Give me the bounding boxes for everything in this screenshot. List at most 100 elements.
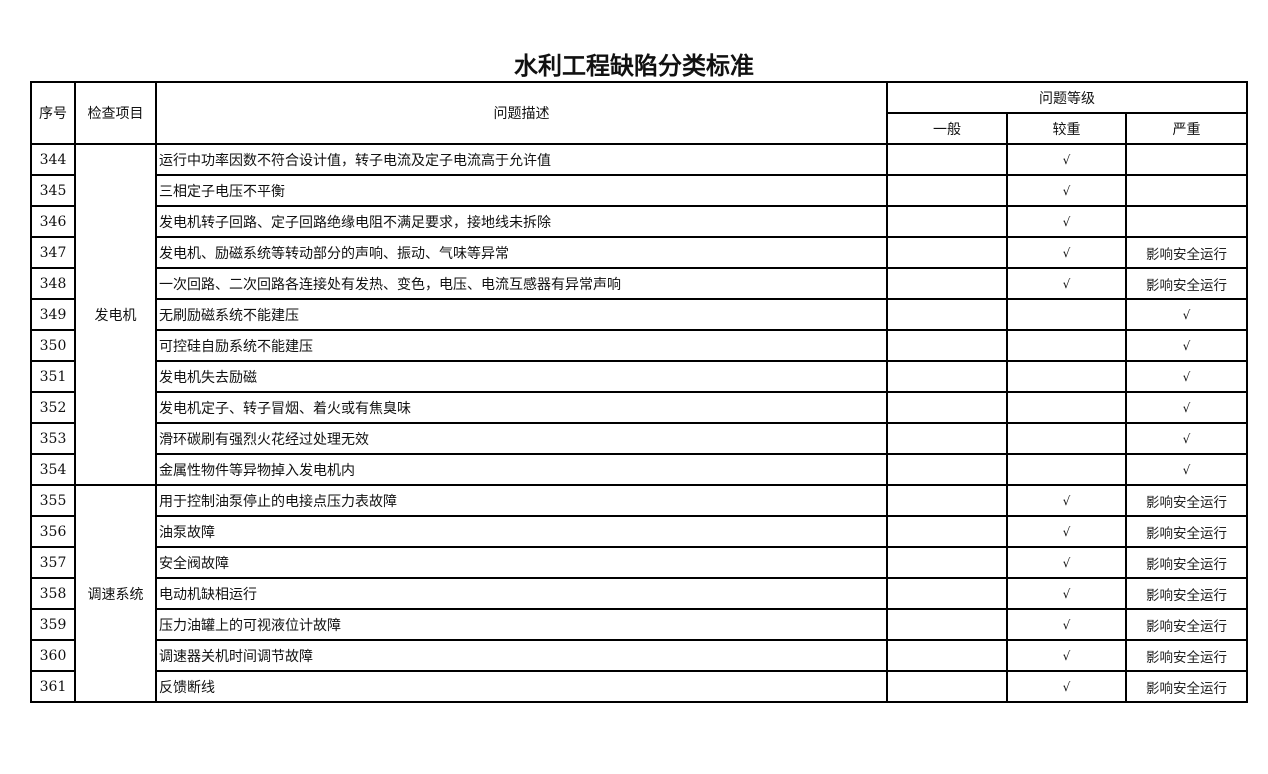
serious-level-cell: √ — [1124, 453, 1249, 486]
table-row: 355 调速系统 用于控制油泵停止的电接点压力表故障 √ 影响安全运行 — [30, 484, 1249, 703]
general-level-cell — [886, 577, 1008, 610]
general-level-cell — [886, 143, 1008, 176]
moderate-level-cell: √ — [1006, 236, 1127, 269]
header-serious: 严重 — [1124, 112, 1249, 145]
general-level-cell — [886, 236, 1008, 269]
serious-level-cell: √ — [1124, 422, 1249, 455]
description-cell: 反馈断线 — [155, 670, 888, 703]
moderate-level-cell: √ — [1006, 639, 1127, 672]
seq-cell: 354 — [30, 453, 76, 486]
moderate-level-cell: √ — [1006, 546, 1127, 579]
table-row: 346 发电机转子回路、定子回路绝缘电阻不满足要求，接地线未拆除 √ — [30, 205, 1249, 238]
description-cell: 可控硅自励系统不能建压 — [155, 329, 888, 362]
seq-cell: 353 — [30, 422, 76, 455]
serious-level-cell: 影响安全运行 — [1124, 267, 1249, 300]
moderate-level-cell: √ — [1006, 577, 1127, 610]
seq-cell: 355 — [30, 484, 76, 517]
header-row: 序号 检查项目 问题描述 问题等级 — [30, 81, 1249, 145]
serious-level-cell — [1124, 174, 1249, 207]
serious-level-cell — [1124, 143, 1249, 176]
serious-level-cell — [1124, 205, 1249, 238]
seq-cell: 350 — [30, 329, 76, 362]
table-row: 361 反馈断线 √ 影响安全运行 — [30, 670, 1249, 703]
moderate-level-cell — [1006, 360, 1127, 393]
serious-level-cell: 影响安全运行 — [1124, 608, 1249, 641]
table-row: 360 调速器关机时间调节故障 √ 影响安全运行 — [30, 639, 1249, 672]
seq-cell: 348 — [30, 267, 76, 300]
serious-level-cell: √ — [1124, 391, 1249, 424]
table-row: 357 安全阀故障 √ 影响安全运行 — [30, 546, 1249, 579]
general-level-cell — [886, 267, 1008, 300]
seq-cell: 358 — [30, 577, 76, 610]
general-level-cell — [886, 422, 1008, 455]
serious-level-cell: √ — [1124, 329, 1249, 362]
moderate-level-cell: √ — [1006, 143, 1127, 176]
description-cell: 发电机定子、转子冒烟、着火或有焦臭味 — [155, 391, 888, 424]
header-moderate: 较重 — [1006, 112, 1127, 145]
description-cell: 调速器关机时间调节故障 — [155, 639, 888, 672]
check-item-cell: 调速系统 — [74, 484, 157, 703]
table-row: 351 发电机失去励磁 √ — [30, 360, 1249, 393]
seq-cell: 347 — [30, 236, 76, 269]
table-row: 345 三相定子电压不平衡 √ — [30, 174, 1249, 207]
moderate-level-cell: √ — [1006, 608, 1127, 641]
moderate-level-cell: √ — [1006, 515, 1127, 548]
moderate-level-cell — [1006, 298, 1127, 331]
description-cell: 发电机失去励磁 — [155, 360, 888, 393]
description-cell: 发电机、励磁系统等转动部分的声响、振动、气味等异常 — [155, 236, 888, 269]
table-row: 353 滑环碳刷有强烈火花经过处理无效 √ — [30, 422, 1249, 455]
moderate-level-cell — [1006, 453, 1127, 486]
serious-level-cell: 影响安全运行 — [1124, 670, 1249, 703]
general-level-cell — [886, 515, 1008, 548]
serious-level-cell: √ — [1124, 298, 1249, 331]
table-row: 354 金属性物件等异物掉入发电机内 √ — [30, 453, 1249, 486]
serious-level-cell: 影响安全运行 — [1124, 515, 1249, 548]
table-row: 359 压力油罐上的可视液位计故障 √ 影响安全运行 — [30, 608, 1249, 641]
description-cell: 运行中功率因数不符合设计值，转子电流及定子电流高于允许值 — [155, 143, 888, 176]
seq-cell: 360 — [30, 639, 76, 672]
seq-cell: 349 — [30, 298, 76, 331]
seq-cell: 356 — [30, 515, 76, 548]
general-level-cell — [886, 546, 1008, 579]
check-item-cell: 发电机 — [74, 143, 157, 486]
seq-cell: 352 — [30, 391, 76, 424]
serious-level-cell: 影响安全运行 — [1124, 546, 1249, 579]
header-general: 一般 — [886, 112, 1008, 145]
moderate-level-cell: √ — [1006, 670, 1127, 703]
moderate-level-cell: √ — [1006, 174, 1127, 207]
general-level-cell — [886, 174, 1008, 207]
moderate-level-cell — [1006, 329, 1127, 362]
table-row: 347 发电机、励磁系统等转动部分的声响、振动、气味等异常 √ 影响安全运行 — [30, 236, 1249, 269]
general-level-cell — [886, 360, 1008, 393]
description-cell: 发电机转子回路、定子回路绝缘电阻不满足要求，接地线未拆除 — [155, 205, 888, 238]
description-cell: 金属性物件等异物掉入发电机内 — [155, 453, 888, 486]
general-level-cell — [886, 484, 1008, 517]
seq-cell: 346 — [30, 205, 76, 238]
moderate-level-cell: √ — [1006, 205, 1127, 238]
seq-cell: 361 — [30, 670, 76, 703]
description-cell: 三相定子电压不平衡 — [155, 174, 888, 207]
general-level-cell — [886, 298, 1008, 331]
description-cell: 一次回路、二次回路各连接处有发热、变色，电压、电流互感器有异常声响 — [155, 267, 888, 300]
general-level-cell — [886, 391, 1008, 424]
description-cell: 滑环碳刷有强烈火花经过处理无效 — [155, 422, 888, 455]
seq-cell: 345 — [30, 174, 76, 207]
moderate-level-cell: √ — [1006, 484, 1127, 517]
moderate-level-cell — [1006, 391, 1127, 424]
table-row: 350 可控硅自励系统不能建压 √ — [30, 329, 1249, 362]
general-level-cell — [886, 453, 1008, 486]
defect-table: 序号 检查项目 问题描述 问题等级 一般 较重 严重 344 发电机 运行中功率因数… — [30, 81, 1249, 703]
header-level: 问题等级 — [885, 81, 1249, 114]
general-level-cell — [886, 608, 1008, 641]
seq-cell: 344 — [30, 143, 76, 176]
document-title: 水利工程缺陷分类标准 — [514, 52, 754, 80]
moderate-level-cell: √ — [1006, 267, 1127, 300]
table-row: 358 电动机缺相运行 √ 影响安全运行 — [30, 577, 1249, 610]
serious-level-cell: 影响安全运行 — [1124, 577, 1249, 610]
moderate-level-cell — [1006, 422, 1127, 455]
seq-cell: 351 — [30, 360, 76, 393]
general-level-cell — [886, 639, 1008, 672]
description-cell: 电动机缺相运行 — [155, 577, 888, 610]
table-body: 344 发电机 运行中功率因数不符合设计值，转子电流及定子电流高于允许值 √ 345 三相… — [30, 143, 1249, 703]
general-level-cell — [886, 329, 1008, 362]
